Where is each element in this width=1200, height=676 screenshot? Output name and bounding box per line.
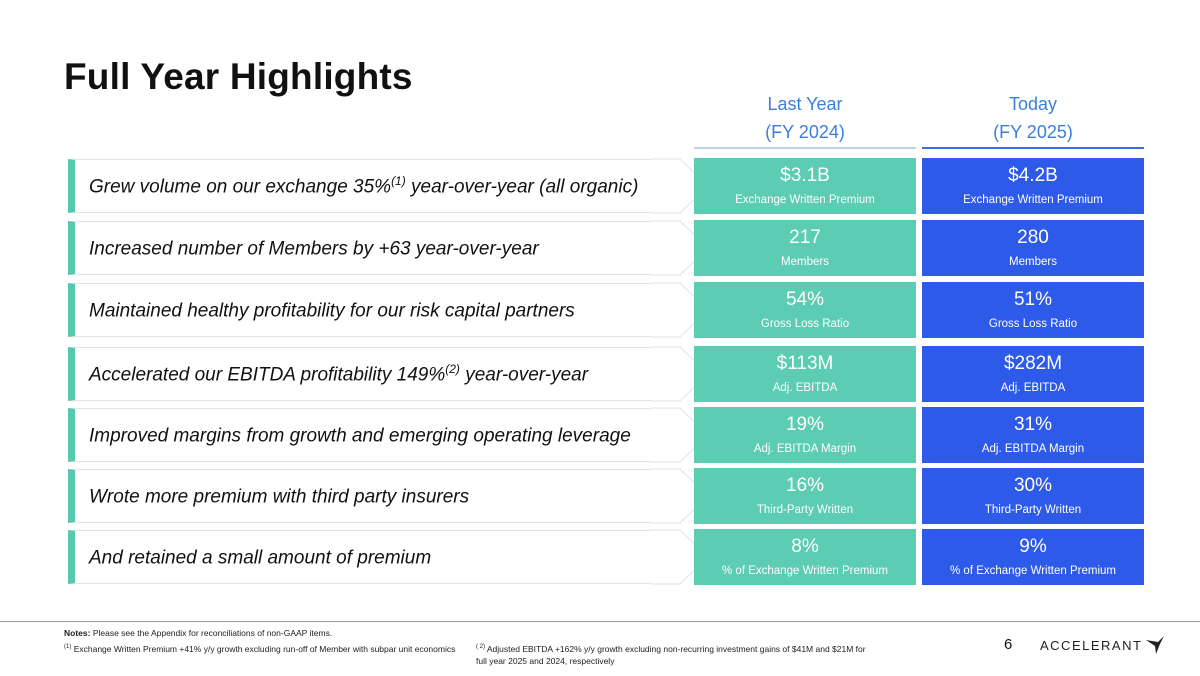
metric-label: Gross Loss Ratio: [988, 318, 1078, 330]
highlight-banner: Maintained healthy profitability for our…: [68, 283, 652, 337]
highlight-text: Accelerated our EBITDA profitability 149…: [89, 361, 589, 386]
highlight-row: Wrote more premium with third party insu…: [68, 468, 1148, 524]
highlight-row: Improved margins from growth and emergin…: [68, 407, 1148, 463]
footnote-1: (1) Exchange Written Premium +41% y/y gr…: [64, 643, 456, 654]
last-year-metric-cell: 217 Members: [694, 220, 916, 276]
metric-label: Adj. EBITDA Margin: [981, 443, 1085, 455]
highlight-banner: Increased number of Members by +63 year-…: [68, 221, 652, 275]
today-period: (FY 2025): [993, 122, 1073, 142]
metric-label: Adj. EBITDA Margin: [753, 443, 857, 455]
metric-label: Adj. EBITDA: [1000, 382, 1066, 394]
highlight-text: Increased number of Members by +63 year-…: [89, 238, 539, 260]
metric-value: 217: [789, 227, 821, 248]
accelerant-logo: ACCELERANT: [1040, 634, 1166, 656]
today-metric-cell: 30% Third-Party Written: [922, 468, 1144, 524]
metric-value: 16%: [785, 475, 825, 496]
metric-label: Exchange Written Premium: [735, 194, 875, 206]
last-year-header-rule: [694, 147, 916, 149]
last-year-metric-cell: $3.1B Exchange Written Premium: [694, 158, 916, 214]
metric-value: 19%: [785, 414, 825, 435]
logo-wordmark: ACCELERANT: [1040, 637, 1143, 653]
metric-label: Third-Party Written: [756, 504, 854, 516]
metric-label: Exchange Written Premium: [963, 194, 1103, 206]
highlight-text: And retained a small amount of premium: [89, 547, 432, 569]
metric-label: Members: [781, 256, 829, 268]
last-year-metric-cell: 8% % of Exchange Written Premium: [694, 529, 916, 585]
today-metric-cell: 280 Members: [922, 220, 1144, 276]
last-year-metric-cell: $113M Adj. EBITDA: [694, 346, 916, 402]
metric-label: Members: [1009, 256, 1057, 268]
metric-value: 30%: [1013, 475, 1053, 496]
metric-value: 31%: [1013, 414, 1053, 435]
highlight-row: Grew volume on our exchange 35%(1) year-…: [68, 158, 1148, 214]
hummingbird-icon: [1146, 636, 1165, 654]
today-column-header: Today (FY 2025): [922, 90, 1144, 146]
metric-value: $282M: [1003, 353, 1063, 374]
notes: Notes: Please see the Appendix for recon…: [64, 628, 333, 638]
metric-value: $4.2B: [1008, 165, 1058, 186]
highlight-row: Accelerated our EBITDA profitability 149…: [68, 346, 1148, 402]
last-year-period: (FY 2024): [765, 122, 845, 142]
metric-value: 8%: [791, 536, 819, 557]
highlight-row: Increased number of Members by +63 year-…: [68, 220, 1148, 276]
footnote-2: ( 2) Adjusted EBITDA +162% y/y growth ex…: [476, 643, 866, 666]
highlight-banner: Accelerated our EBITDA profitability 149…: [68, 347, 652, 401]
today-label: Today: [1008, 94, 1058, 114]
highlight-row: Maintained healthy profitability for our…: [68, 282, 1148, 338]
metric-label: Third-Party Written: [984, 504, 1082, 516]
highlight-banner: And retained a small amount of premium: [68, 530, 652, 584]
today-metric-cell: 9% % of Exchange Written Premium: [922, 529, 1144, 585]
page-title: Full Year Highlights: [64, 56, 413, 97]
page-number: 6: [1004, 636, 1013, 653]
highlight-text: Maintained healthy profitability for our…: [89, 300, 575, 322]
today-header-rule: [922, 147, 1144, 149]
highlight-banner: Wrote more premium with third party insu…: [68, 469, 652, 523]
last-year-metric-cell: 54% Gross Loss Ratio: [694, 282, 916, 338]
today-metric-cell: 51% Gross Loss Ratio: [922, 282, 1144, 338]
highlight-text: Improved margins from growth and emergin…: [89, 425, 631, 447]
highlight-text: Grew volume on our exchange 35%(1) year-…: [89, 173, 639, 198]
highlight-text: Wrote more premium with third party insu…: [89, 486, 470, 508]
metric-label: Gross Loss Ratio: [760, 318, 850, 330]
metric-value: 9%: [1019, 536, 1047, 557]
metric-label: % of Exchange Written Premium: [722, 565, 888, 577]
metric-value: 54%: [785, 289, 825, 310]
metric-value: 51%: [1013, 289, 1053, 310]
highlight-banner: Improved margins from growth and emergin…: [68, 408, 652, 462]
footer-divider: [0, 621, 1200, 622]
highlight-banner: Grew volume on our exchange 35%(1) year-…: [68, 159, 652, 213]
last-year-metric-cell: 19% Adj. EBITDA Margin: [694, 407, 916, 463]
last-year-label: Last Year: [767, 94, 843, 114]
metric-value: $113M: [776, 353, 834, 374]
today-metric-cell: 31% Adj. EBITDA Margin: [922, 407, 1144, 463]
highlight-row: And retained a small amount of premium 8…: [68, 529, 1148, 585]
metric-label: Adj. EBITDA: [772, 382, 838, 394]
today-metric-cell: $282M Adj. EBITDA: [922, 346, 1144, 402]
last-year-column-header: Last Year (FY 2024): [694, 90, 916, 146]
metric-value: $3.1B: [780, 165, 830, 186]
last-year-metric-cell: 16% Third-Party Written: [694, 468, 916, 524]
metric-label: % of Exchange Written Premium: [950, 565, 1116, 577]
metric-value: 280: [1017, 227, 1049, 248]
today-metric-cell: $4.2B Exchange Written Premium: [922, 158, 1144, 214]
